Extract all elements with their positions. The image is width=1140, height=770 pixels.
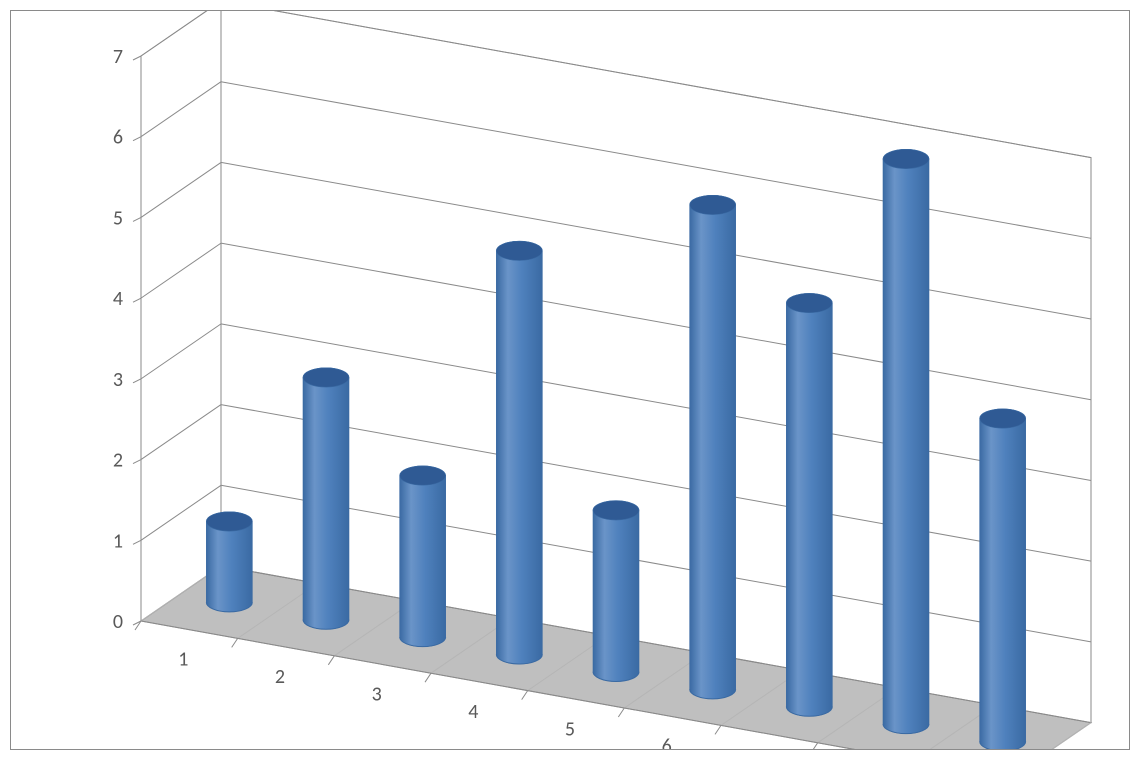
bar-body xyxy=(883,149,929,733)
bar-cylinder xyxy=(980,409,1026,749)
bar-chart-3d: 01234567123456789 xyxy=(11,11,1129,749)
x-tick xyxy=(328,656,334,665)
bar-body xyxy=(593,501,639,682)
x-tick-label: 5 xyxy=(565,717,575,741)
bar-body xyxy=(303,368,349,629)
bar-top-cap xyxy=(980,409,1026,428)
y-tick xyxy=(133,56,141,60)
bar-body xyxy=(786,293,832,716)
bar-top-cap xyxy=(496,241,542,260)
bar-top-cap xyxy=(400,466,446,485)
x-tick-label: 2 xyxy=(275,665,285,689)
x-tick xyxy=(232,638,238,647)
x-tick-label: 4 xyxy=(468,700,478,724)
bar-cylinder xyxy=(883,149,929,733)
bar-top-cap xyxy=(883,149,929,168)
x-tick-label: 6 xyxy=(662,735,672,749)
y-tick-label: 7 xyxy=(113,45,123,69)
x-tick-label: 1 xyxy=(178,648,188,672)
bar-body xyxy=(400,466,446,647)
bar-cylinder xyxy=(206,512,252,612)
y-tick xyxy=(133,460,141,464)
bar-cylinder xyxy=(690,195,736,699)
x-tick xyxy=(425,673,431,682)
bar-top-cap xyxy=(786,293,832,312)
y-tick xyxy=(133,540,141,544)
bar-cylinder xyxy=(593,501,639,682)
y-tick-label: 0 xyxy=(113,610,123,634)
y-tick xyxy=(133,298,141,302)
bar-body xyxy=(690,195,736,699)
y-tick xyxy=(133,217,141,221)
y-tick-label: 2 xyxy=(113,449,123,473)
chart-frame: 01234567123456789 xyxy=(10,10,1130,750)
bar-cylinder xyxy=(786,293,832,716)
y-tick xyxy=(133,137,141,141)
x-tick xyxy=(715,725,721,734)
bar-top-cap xyxy=(206,512,252,531)
bar-cylinder xyxy=(496,241,542,664)
bar-top-cap xyxy=(303,368,349,387)
bar-cylinder xyxy=(400,466,446,647)
y-tick-label: 5 xyxy=(113,206,123,230)
x-tick xyxy=(522,691,528,700)
y-tick-label: 4 xyxy=(113,287,123,311)
bar-body xyxy=(496,241,542,664)
bar-top-cap xyxy=(690,195,736,214)
y-tick xyxy=(133,379,141,383)
x-tick xyxy=(812,743,818,749)
bar-body xyxy=(980,409,1026,749)
y-tick-label: 6 xyxy=(113,126,123,150)
y-tick-label: 3 xyxy=(113,368,123,392)
x-tick xyxy=(618,708,624,717)
bar-top-cap xyxy=(593,501,639,520)
x-tick-label: 3 xyxy=(372,683,382,707)
y-tick-label: 1 xyxy=(113,529,123,553)
bar-cylinder xyxy=(303,368,349,629)
